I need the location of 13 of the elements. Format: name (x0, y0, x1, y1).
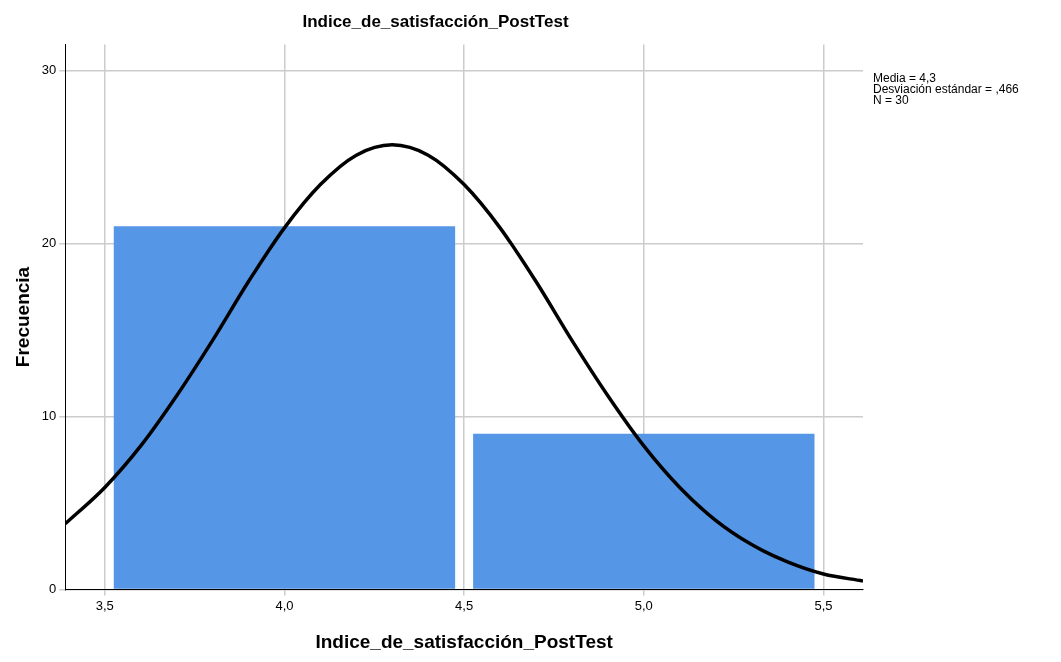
y-tick-label: 30 (41, 61, 57, 77)
x-tick-label: 3,5 (95, 597, 114, 613)
y-tick-label: 20 (41, 235, 57, 251)
x-axis-title: Indice_de_satisfacción_PostTest (315, 630, 614, 652)
x-tick-label: 4,5 (455, 597, 474, 613)
y-tick-label: 0 (49, 581, 57, 597)
chart-title: Indice_de_satisfacción_PostTest (302, 11, 569, 31)
y-axis-title: Frecuencia (11, 266, 33, 368)
text: N = 30 (873, 92, 910, 107)
y-tick-label: 10 (41, 408, 57, 424)
x-tick-label: 5,5 (814, 597, 833, 613)
x-tick-label: 5,0 (634, 597, 653, 613)
x-tick-label: 4,0 (275, 597, 294, 613)
